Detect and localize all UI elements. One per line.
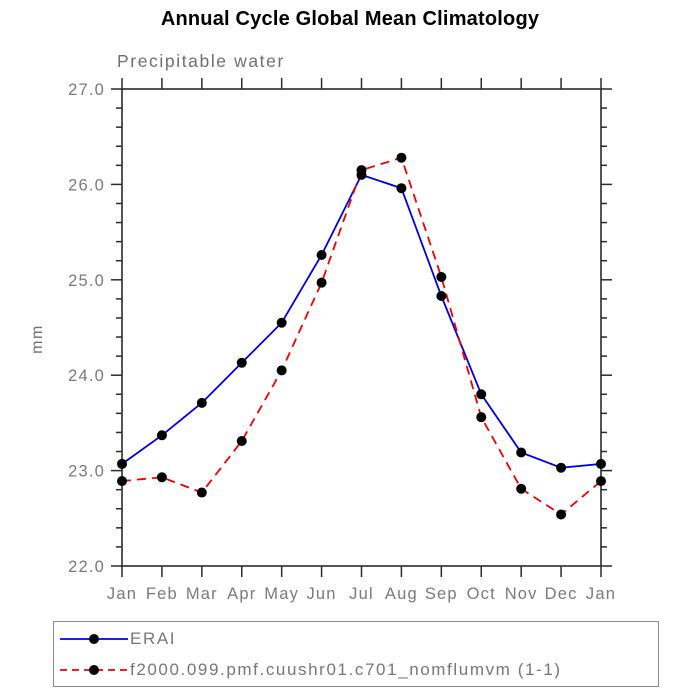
x-tick-labels: Jan Feb Mar Apr May Jun Jul Aug Sep Oct Nov Dec Jan [107, 585, 616, 603]
series-line-0 [121, 173, 602, 469]
svg-text:Apr: Apr [227, 585, 256, 603]
legend-label-model: f2000.099.pmf.cuushr01.c701_nomflumvm (1… [130, 659, 562, 679]
legend: ERAI f2000.099.pmf.cuushr01.c701_nomflum… [53, 621, 659, 687]
svg-text:27.0: 27.0 [68, 81, 105, 99]
svg-text:22.0: 22.0 [68, 558, 105, 576]
svg-text:May: May [264, 585, 299, 603]
svg-text:Jul: Jul [349, 585, 374, 603]
legend-line-dashed-icon [60, 664, 128, 675]
axis-ticks [111, 78, 612, 577]
chart-title: Annual Cycle Global Mean Climatology [160, 8, 540, 30]
svg-text:Jan: Jan [107, 585, 137, 603]
svg-text:Sep: Sep [425, 585, 458, 603]
svg-text:Feb: Feb [146, 585, 178, 603]
series-markers-0 [117, 169, 606, 473]
legend-line-solid-icon [60, 633, 128, 644]
series-markers-1 [117, 152, 606, 520]
y-tick-labels: 22.0 23.0 24.0 25.0 26.0 27.0 [68, 81, 105, 576]
svg-text:Mar: Mar [186, 585, 218, 603]
svg-text:25.0: 25.0 [68, 272, 105, 290]
chart-subtitle: Precipitable water [117, 51, 285, 71]
svg-text:Jun: Jun [306, 585, 336, 603]
svg-text:Aug: Aug [385, 585, 418, 603]
svg-text:23.0: 23.0 [68, 463, 105, 481]
legend-item-model: f2000.099.pmf.cuushr01.c701_nomflumvm (1… [54, 657, 658, 683]
series-line-1 [121, 156, 602, 516]
svg-text:Oct: Oct [467, 585, 496, 603]
axis-box [121, 88, 602, 567]
svg-text:26.0: 26.0 [68, 176, 105, 194]
svg-text:Jan: Jan [586, 585, 616, 603]
svg-text:Dec: Dec [545, 585, 578, 603]
legend-item-erai: ERAI [54, 626, 658, 652]
svg-text:Nov: Nov [505, 585, 538, 603]
legend-label-erai: ERAI [130, 628, 177, 648]
svg-text:24.0: 24.0 [68, 367, 105, 385]
